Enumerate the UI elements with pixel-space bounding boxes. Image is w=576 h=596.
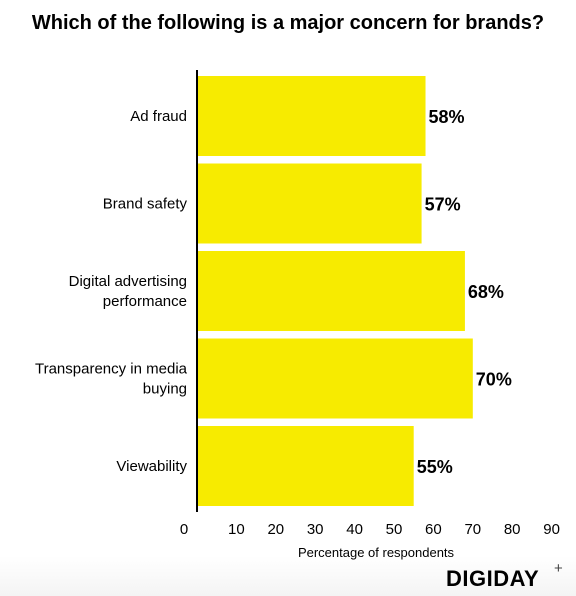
bar-3 (197, 251, 465, 331)
value-label-4: 70% (476, 370, 512, 390)
x-tick-label-20: 20 (267, 521, 284, 538)
x-tick-label-80: 80 (504, 521, 521, 538)
value-label-2: 57% (425, 195, 461, 215)
category-label-3-line-1: Digital advertising (69, 273, 187, 290)
x-tick-label-60: 60 (425, 521, 442, 538)
category-label-4-line-2: buying (143, 381, 187, 398)
digiday-logo: DIGIDAY (446, 566, 539, 592)
bar-2 (197, 163, 422, 244)
logo-plus-mark: + (554, 560, 563, 577)
x-tick-label-0: 0 (180, 521, 188, 538)
category-label-2: Brand safety (103, 196, 188, 213)
x-tick-label-70: 70 (464, 521, 481, 538)
category-label-4-line-1: Transparency in media (35, 361, 188, 378)
category-label-3-line-2: performance (103, 293, 187, 310)
x-axis-title: Percentage of respondents (298, 545, 455, 560)
bar-1 (197, 76, 426, 156)
value-label-1: 58% (429, 107, 465, 127)
footer-band (0, 556, 576, 596)
x-tick-label-30: 30 (307, 521, 324, 538)
bar-4 (197, 338, 473, 419)
bar-5 (197, 426, 414, 506)
logo-text: DIGIDAY (446, 566, 540, 591)
value-label-5: 55% (417, 457, 453, 477)
category-label-1: Ad fraud (130, 108, 187, 125)
chart-title: Which of the following is a major concer… (31, 12, 545, 34)
x-tick-label-50: 50 (386, 521, 403, 538)
value-label-3: 68% (468, 282, 504, 302)
x-tick-label-10: 10 (228, 521, 245, 538)
x-tick-label-40: 40 (346, 521, 363, 538)
category-label-5: Viewability (116, 458, 187, 475)
x-tick-label-90: 90 (543, 521, 560, 538)
